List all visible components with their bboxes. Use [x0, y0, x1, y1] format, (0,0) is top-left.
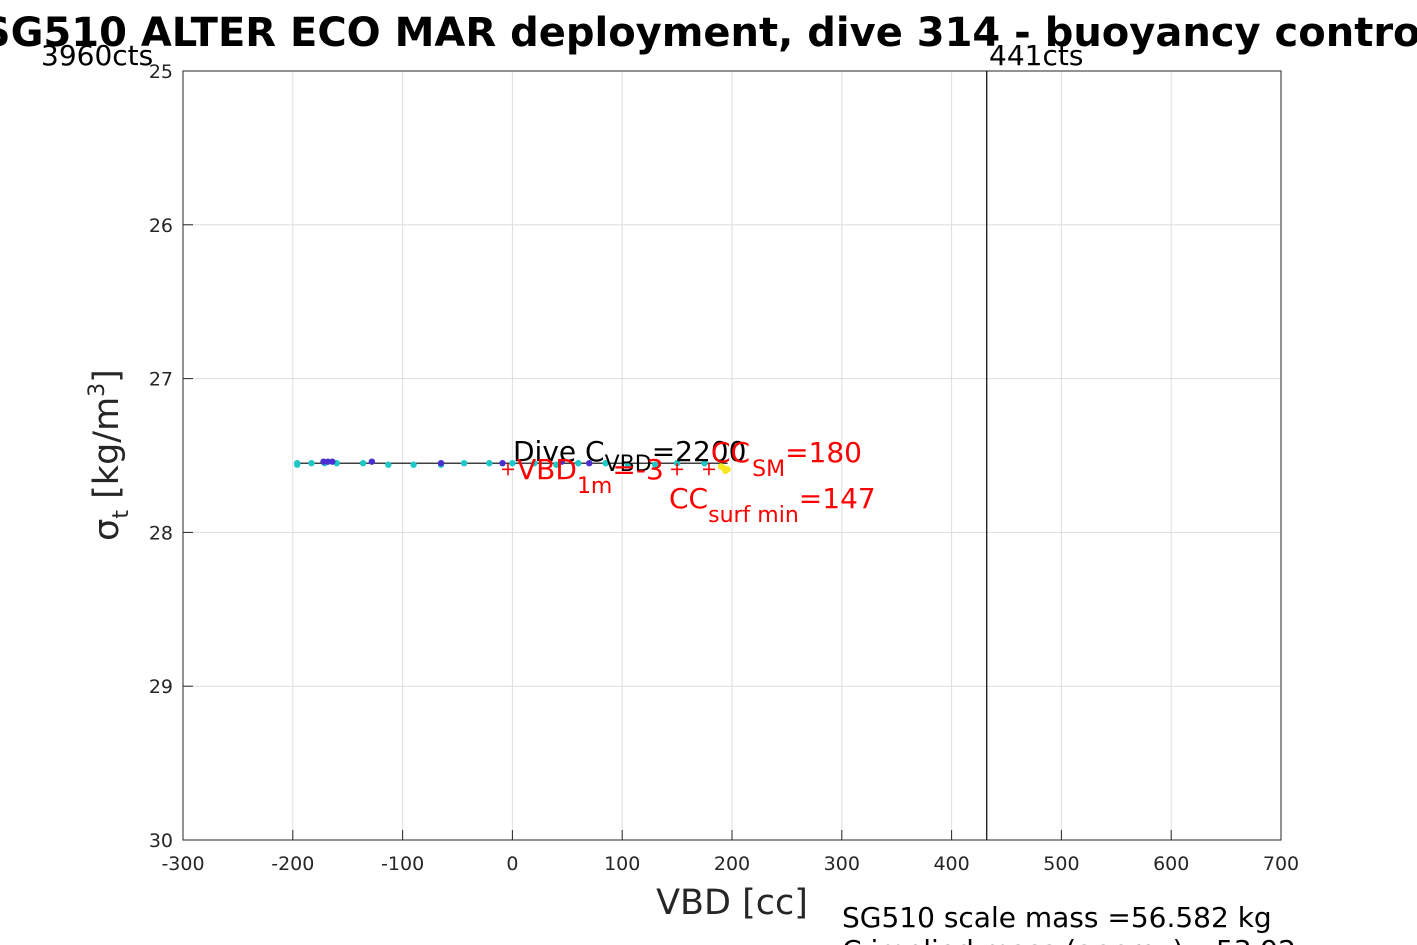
dive-c-value: =2200: [652, 435, 747, 468]
x-axis-label: VBD [cc]: [656, 883, 808, 923]
x-tick-label: 200: [714, 853, 750, 875]
data-point-cyan: [293, 461, 301, 468]
vbd1m-annotation: VBD1m=-3: [517, 453, 664, 499]
y-axis-label-sup: 3: [85, 383, 110, 397]
data-point-cyan: [509, 459, 516, 467]
red-markers: [502, 463, 715, 476]
x-axis-ticks: -300 -200 -100 0 100 200 300 400 500 600 700: [161, 830, 1299, 875]
data-point-purple: [558, 458, 566, 465]
dive-c-sub: VBD: [605, 452, 652, 477]
corner-label-right: 441cts: [989, 39, 1083, 72]
ccsurf-sub: surf min: [708, 503, 799, 528]
x-tick-label: 300: [824, 853, 860, 875]
ccsurf-text: CC: [669, 482, 708, 515]
data-point-cyan: [410, 461, 417, 468]
data-point-purple: [437, 459, 445, 467]
data-point-cyan: [486, 459, 493, 467]
data-point-purple: [368, 458, 376, 465]
x-tick-label: -300: [161, 853, 204, 875]
data-point-cyan: [359, 459, 367, 467]
data-point-cyan: [460, 459, 468, 467]
data-point-cyan: [624, 461, 631, 468]
y-tick-label: 26: [149, 215, 173, 237]
x-tick-label: -100: [381, 853, 424, 875]
data-point-purple: [320, 458, 327, 465]
footer-scale-mass: SG510 scale mass =56.582 kg: [842, 901, 1272, 934]
y-tick-label: 30: [149, 830, 173, 852]
ccsm-annotation: CCSM=180: [711, 436, 862, 482]
ccsurf-value: =147: [799, 482, 876, 515]
y-axis-ticks: 25 26 27 28 29 30: [149, 61, 193, 852]
x-tick-label: -200: [271, 853, 314, 875]
footer-implied-mass: C implied mass (approx) =53.92: [842, 934, 1296, 945]
data-point-purple: [586, 459, 593, 467]
x-tick-label: 400: [933, 853, 969, 875]
data-point-cyan: [531, 459, 538, 467]
y-axis-label-sub: t: [109, 510, 134, 519]
ccsm-sub: SM: [752, 457, 785, 482]
data-point-cyan: [385, 461, 392, 468]
data-point-cyan: [602, 459, 609, 467]
x-tick-label: 0: [506, 853, 518, 875]
data-point-cyan: [575, 459, 582, 467]
x-tick-label: 500: [1043, 853, 1079, 875]
y-tick-label: 25: [149, 61, 173, 83]
y-axis-label-unit: [kg/m: [87, 397, 127, 510]
y-axis-label: σt [kg/m3]: [85, 369, 134, 541]
y-tick-label: 27: [149, 369, 173, 391]
x-tick-label: 600: [1153, 853, 1189, 875]
vbd1m-sub: 1m: [577, 474, 612, 499]
y-tick-label: 29: [149, 676, 173, 698]
x-tick-label: 700: [1263, 853, 1299, 875]
data-point-cyan: [553, 461, 560, 468]
data-point-purple: [329, 458, 336, 465]
vbd1m-text: VBD: [517, 453, 577, 486]
data-point-cyan: [673, 459, 681, 467]
corner-label-left: 3960cts: [41, 39, 153, 72]
svg-text:σt [kg/m3]: σt [kg/m3]: [85, 369, 134, 541]
vbd1m-value: =-3: [612, 453, 663, 486]
data-point-cyan: [701, 459, 708, 467]
x-tick-label: 100: [604, 853, 640, 875]
data-point-cyan: [651, 461, 659, 468]
data-point-yellow: [724, 466, 731, 473]
y-axis-label-sigma: σ: [87, 519, 127, 541]
data-point-purple: [499, 459, 506, 467]
data-points: [293, 458, 731, 475]
data-point-cyan: [308, 459, 315, 467]
chart-title: SG510 ALTER ECO MAR deployment, dive 314…: [0, 10, 1417, 56]
data-point-purple: [324, 458, 332, 465]
dive-c-text: Dive C: [513, 435, 605, 468]
ccsm-value: =180: [785, 436, 862, 469]
ccsurf-annotation: CCsurf min=147: [669, 482, 876, 528]
dive-c-annotation: Dive CVBD=2200: [513, 435, 746, 477]
y-axis-label-close: ]: [87, 369, 127, 383]
ccsm-text: CC: [711, 436, 750, 469]
y-tick-label: 28: [149, 522, 173, 544]
